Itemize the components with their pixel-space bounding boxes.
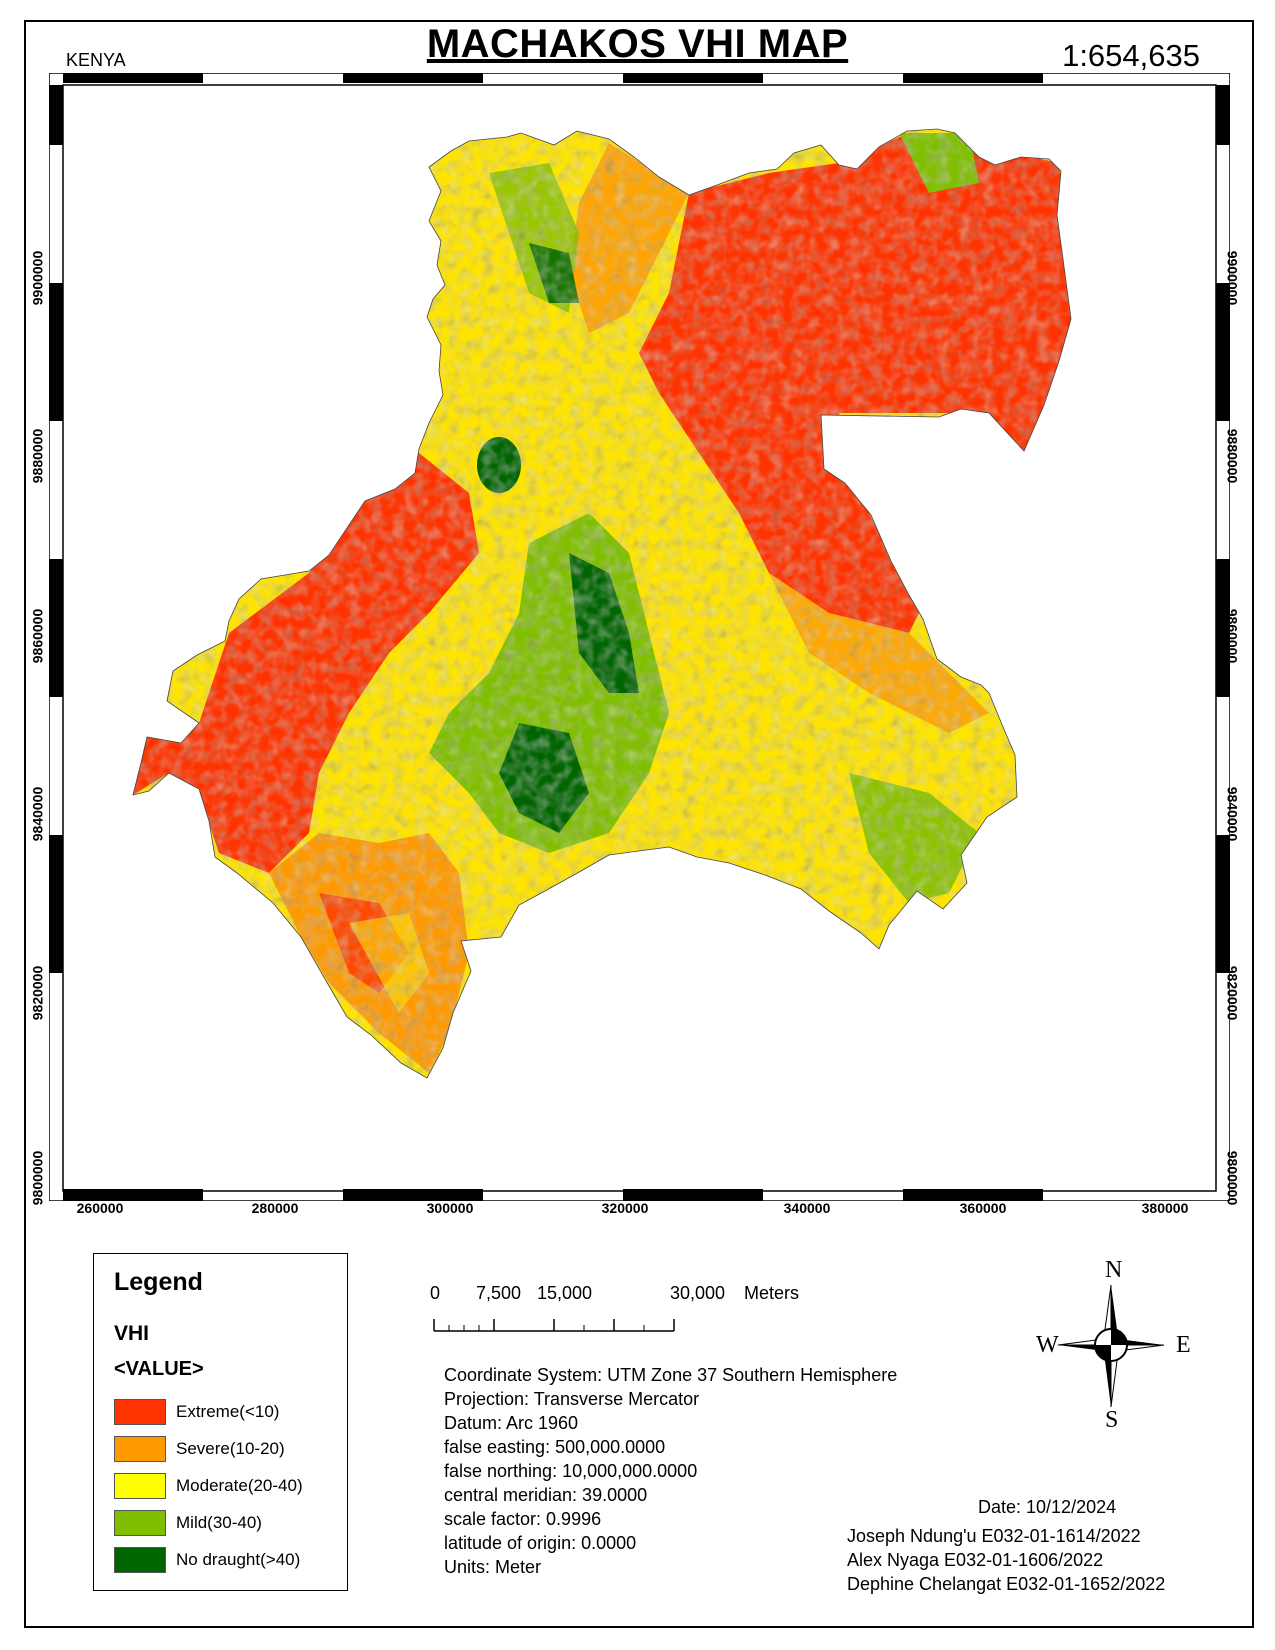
north-arrow: N S W E	[1036, 1257, 1191, 1437]
compass-rose-icon	[1057, 1284, 1165, 1408]
legend-item: No draught(>40)	[114, 1546, 300, 1574]
projection-line: Units: Meter	[444, 1557, 542, 1577]
easting-label: 340000	[783, 1200, 831, 1216]
projection-line: scale factor: 0.9996	[444, 1509, 602, 1529]
south-letter: S	[1105, 1407, 1119, 1433]
map-date: Date: 10/12/2024	[978, 1497, 1117, 1517]
northing-label-right: 9860000	[1224, 608, 1241, 664]
scale-tick-label: 0	[430, 1283, 441, 1303]
west-letter: W	[1036, 1332, 1059, 1358]
scale-units: Meters	[744, 1283, 800, 1303]
page-border	[24, 20, 1254, 1628]
northing-label-left: 9860000	[29, 608, 46, 664]
easting-label: 260000	[76, 1200, 124, 1216]
author-line: Alex Nyaga E032-01-1606/2022	[847, 1550, 1104, 1570]
legend-title: Legend	[114, 1268, 203, 1296]
legend-layer: VHI	[114, 1322, 150, 1345]
projection-info: Coordinate System: UTM Zone 37 Southern …	[444, 1363, 897, 1579]
author-line: Dephine Chelangat E032-01-1652/2022	[847, 1574, 1166, 1594]
legend-swatch	[114, 1473, 166, 1499]
easting-label: 300000	[426, 1200, 474, 1216]
projection-line: Coordinate System: UTM Zone 37 Southern …	[444, 1365, 898, 1385]
legend-label: Mild(30-40)	[176, 1513, 262, 1532]
legend-label: Extreme(<10)	[176, 1402, 280, 1421]
northing-label-right: 9880000	[1224, 428, 1241, 484]
legend-label: Severe(10-20)	[176, 1439, 285, 1458]
legend-item: Mild(30-40)	[114, 1509, 262, 1537]
scale-tick-label: 15,000	[537, 1283, 593, 1303]
scale-tick-label: 7,500	[476, 1283, 522, 1303]
northing-label-left: 9800000	[29, 1150, 46, 1206]
legend-swatch	[114, 1547, 166, 1573]
easting-label: 360000	[959, 1200, 1007, 1216]
graticule-border	[49, 73, 1230, 1201]
scale-ratio: 1:654,635	[1062, 38, 1200, 73]
easting-label: 280000	[251, 1200, 299, 1216]
legend-item: Severe(10-20)	[114, 1435, 285, 1463]
map-svg	[49, 73, 1230, 1201]
projection-line: central meridian: 39.0000	[444, 1485, 648, 1505]
projection-line: Datum: Arc 1960	[444, 1413, 579, 1433]
scale-bar: 0 7,500 15,000 30,000 Meters	[430, 1283, 810, 1343]
map-title: MACHAKOS VHI MAP	[426, 22, 849, 66]
map-frame[interactable]	[49, 73, 1230, 1201]
legend: Legend VHI <VALUE> Extreme(<10) Severe(1…	[93, 1253, 348, 1591]
legend-swatch	[114, 1510, 166, 1536]
projection-line: latitude of origin: 0.0000	[444, 1533, 637, 1553]
legend-item: Moderate(20-40)	[114, 1472, 303, 1500]
scale-tick-label: 30,000	[670, 1283, 726, 1303]
northing-label-left: 9840000	[29, 786, 46, 842]
northing-label-left: 9820000	[29, 965, 46, 1021]
northing-label-left: 9900000	[29, 250, 46, 306]
easting-label: 320000	[601, 1200, 649, 1216]
northing-label-left: 9880000	[29, 428, 46, 484]
northing-label-right: 9900000	[1224, 250, 1241, 306]
legend-swatch	[114, 1436, 166, 1462]
easting-label: 380000	[1141, 1200, 1189, 1216]
legend-label: No draught(>40)	[176, 1550, 301, 1569]
authors: Joseph Ndung'u E032-01-1614/2022 Alex Ny…	[847, 1524, 1165, 1596]
legend-item: Extreme(<10)	[114, 1398, 279, 1426]
legend-label: Moderate(20-40)	[176, 1476, 303, 1495]
legend-swatch	[114, 1399, 166, 1425]
northing-label-right: 9820000	[1224, 965, 1241, 1021]
projection-line: Projection: Transverse Mercator	[444, 1389, 700, 1409]
scale-bar-graphic	[433, 1319, 675, 1332]
author-line: Joseph Ndung'u E032-01-1614/2022	[847, 1526, 1141, 1546]
northing-label-right: 9800000	[1224, 1150, 1241, 1206]
north-letter: N	[1105, 1257, 1123, 1283]
northing-label-right: 9840000	[1224, 786, 1241, 842]
country-label: KENYA	[66, 50, 126, 70]
projection-line: false easting: 500,000.0000	[444, 1437, 666, 1457]
projection-line: false northing: 10,000,000.0000	[444, 1461, 698, 1481]
east-letter: E	[1176, 1332, 1191, 1358]
legend-field: <VALUE>	[114, 1358, 204, 1380]
